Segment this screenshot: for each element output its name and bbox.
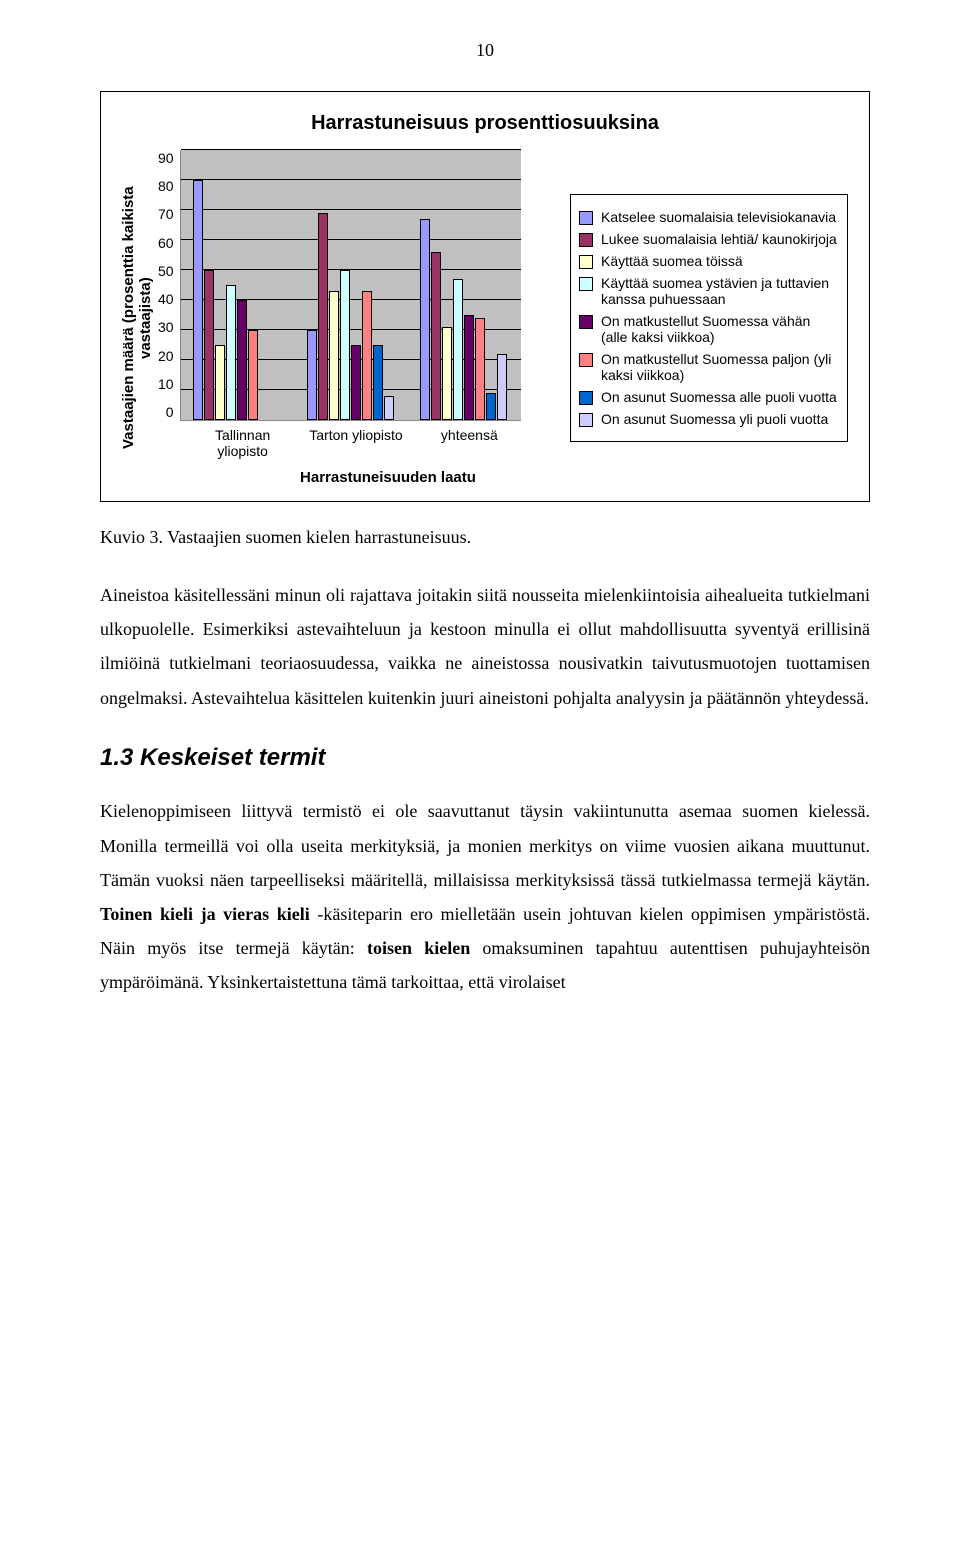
x-axis-ticks: Tallinnan yliopistoTarton yliopistoyhtee… [186,427,526,459]
legend-swatch [579,413,593,427]
legend-swatch [579,315,593,329]
legend-item: Käyttää suomea töissä [579,253,839,269]
y-tick: 40 [158,291,174,307]
x-tick: yhteensä [413,427,526,459]
y-tick: 50 [158,263,174,279]
body-paragraph-2: Kielenoppimiseen liittyvä termistö ei ol… [100,794,870,999]
legend-item: On asunut Suomessa yli puoli vuotta [579,411,839,427]
y-axis-label: Vastaajien määrä (prosenttia kaikista va… [116,150,158,486]
y-tick: 70 [158,206,174,222]
legend-item: Katselee suomalaisia televisiokanavia [579,209,839,225]
legend-item: On matkustellut Suomessa vähän (alle kak… [579,313,839,345]
chart-title: Harrastuneisuus prosenttiosuuksina [116,112,854,135]
y-tick: 90 [158,150,174,166]
bar [329,291,339,420]
bar [420,219,430,420]
bar [351,345,361,420]
bar-group [193,180,258,420]
bar-group [420,219,507,420]
y-axis-ticks: 90 80 70 60 50 40 30 20 10 0 [158,150,180,420]
bar-group [307,213,394,420]
y-tick: 30 [158,319,174,335]
bar [307,330,317,420]
page-number: 10 [100,40,870,61]
section-heading: 1.3 Keskeiset termit [100,735,870,781]
legend-item: On asunut Suomessa alle puoli vuotta [579,389,839,405]
legend-label: Lukee suomalaisia lehtiä/ kaunokirjoja [601,231,837,247]
x-tick: Tarton yliopisto [299,427,412,459]
bar [204,270,214,420]
legend-label: Käyttää suomea ystävien ja tuttavien kan… [601,275,839,307]
bar [475,318,485,420]
body-paragraph-1: Aineistoa käsitellessäni minun oli rajat… [100,578,870,715]
legend-label: Katselee suomalaisia televisiokanavia [601,209,836,225]
x-tick: Tallinnan yliopisto [186,427,299,459]
bar [464,315,474,420]
legend-item: On matkustellut Suomessa paljon (yli kak… [579,351,839,383]
y-tick: 10 [158,376,174,392]
y-tick: 0 [166,404,174,420]
y-tick: 60 [158,235,174,251]
bar [362,291,372,420]
bar [486,393,496,420]
legend-label: On asunut Suomessa alle puoli vuotta [601,389,837,405]
bar [384,396,394,420]
figure-caption: Kuvio 3. Vastaajien suomen kielen harras… [100,527,870,548]
bar [248,330,258,420]
legend-item: Käyttää suomea ystävien ja tuttavien kan… [579,275,839,307]
x-axis-label: Harrastuneisuuden laatu [218,469,558,486]
legend-label: Käyttää suomea töissä [601,253,743,269]
bar [340,270,350,420]
bar [442,327,452,420]
bar [215,345,225,420]
legend-swatch [579,353,593,367]
bar [237,300,247,420]
legend-swatch [579,255,593,269]
legend-label: On matkustellut Suomessa vähän (alle kak… [601,313,839,345]
chart-container: Harrastuneisuus prosenttiosuuksina Vasta… [100,91,870,502]
legend-label: On matkustellut Suomessa paljon (yli kak… [601,351,839,383]
bar [497,354,507,420]
bar [193,180,203,420]
bar [318,213,328,420]
bar [453,279,463,420]
bar [226,285,236,420]
chart-plot-area [180,150,521,421]
legend-swatch [579,277,593,291]
legend-swatch [579,391,593,405]
legend-item: Lukee suomalaisia lehtiä/ kaunokirjoja [579,231,839,247]
bar [431,252,441,420]
y-tick: 20 [158,348,174,364]
legend-label: On asunut Suomessa yli puoli vuotta [601,411,828,427]
legend-swatch [579,233,593,247]
chart-legend: Katselee suomalaisia televisiokanavia Luk… [570,194,848,442]
legend-swatch [579,211,593,225]
bar [373,345,383,420]
y-tick: 80 [158,178,174,194]
